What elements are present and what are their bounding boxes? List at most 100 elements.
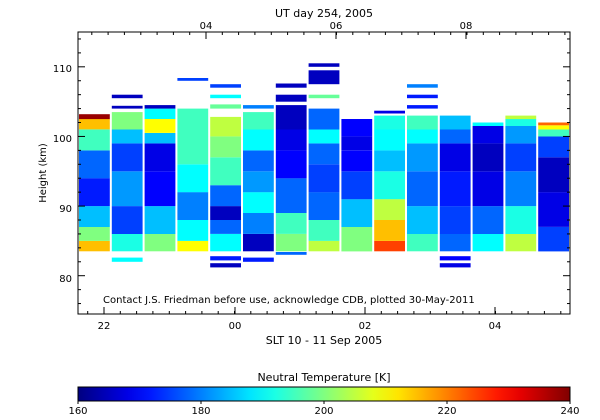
profile-11-segment-4 bbox=[439, 171, 471, 207]
profile-10-segment-4 bbox=[407, 129, 438, 144]
profile-13-segment-6 bbox=[505, 115, 537, 120]
profile-0-segment-7 bbox=[79, 114, 110, 120]
profile-12-segment-4 bbox=[472, 126, 504, 144]
profile-9-segment-7 bbox=[374, 110, 405, 114]
profile-3-segment-0 bbox=[177, 240, 209, 252]
y-axis-label: Height (km) bbox=[38, 143, 49, 203]
top-tick-label-04: 04 bbox=[200, 21, 213, 32]
profile-2-segment-7 bbox=[144, 105, 176, 109]
profile-9-segment-5 bbox=[374, 129, 405, 151]
profile-1-segment-0 bbox=[111, 257, 143, 262]
colorbar-tick-label-180: 180 bbox=[191, 406, 210, 417]
profile-3-segment-4 bbox=[177, 136, 209, 165]
colorbar-tick-label-220: 220 bbox=[437, 406, 456, 417]
profile-6-segment-8 bbox=[275, 83, 307, 88]
profile-7-segment-9 bbox=[308, 63, 340, 67]
profile-2-segment-1 bbox=[144, 206, 176, 234]
profile-4-segment-2 bbox=[210, 233, 241, 252]
profile-11-segment-2 bbox=[439, 233, 471, 252]
profile-14-segment-4 bbox=[538, 129, 569, 137]
profile-4-segment-0 bbox=[210, 263, 241, 268]
profile-0-segment-0 bbox=[79, 240, 110, 252]
profile-8-segment-0 bbox=[341, 227, 373, 252]
profile-12-segment-1 bbox=[472, 206, 504, 234]
profile-7-segment-0 bbox=[308, 240, 340, 252]
profile-0-segment-2 bbox=[79, 206, 110, 227]
profile-7-segment-2 bbox=[308, 192, 340, 220]
profile-11-segment-1 bbox=[439, 256, 471, 261]
profile-1-segment-8 bbox=[111, 94, 143, 99]
profile-1-segment-2 bbox=[111, 206, 143, 234]
profile-12-segment-0 bbox=[472, 233, 504, 252]
profile-6-segment-5 bbox=[275, 129, 307, 151]
profile-1-segment-7 bbox=[111, 105, 143, 109]
profile-6-segment-7 bbox=[275, 94, 307, 102]
profile-13-segment-2 bbox=[505, 171, 537, 207]
profile-3-segment-1 bbox=[177, 220, 209, 241]
profile-4-segment-8 bbox=[210, 116, 241, 137]
profile-11-segment-7 bbox=[439, 115, 471, 130]
bottom-tick-label-00: 00 bbox=[229, 321, 242, 332]
profile-9-segment-6 bbox=[374, 115, 405, 130]
profile-11-segment-3 bbox=[439, 206, 471, 234]
profile-10-segment-0 bbox=[407, 233, 438, 252]
profile-0-segment-4 bbox=[79, 150, 110, 179]
profile-14-segment-2 bbox=[538, 157, 569, 193]
profile-7-segment-5 bbox=[308, 129, 340, 144]
y-tick-label-80: 80 bbox=[59, 274, 72, 285]
profile-5-segment-3 bbox=[243, 192, 274, 213]
profile-9-segment-1 bbox=[374, 220, 405, 241]
profile-9-segment-2 bbox=[374, 199, 405, 220]
profile-14-segment-5 bbox=[538, 125, 569, 130]
profile-10-segment-1 bbox=[407, 206, 438, 234]
plot-frame bbox=[77, 31, 571, 315]
profile-0-segment-5 bbox=[79, 129, 110, 151]
profile-6-segment-2 bbox=[275, 213, 307, 234]
top-title: UT day 254, 2005 bbox=[275, 7, 373, 20]
colorbar-ticks bbox=[77, 401, 571, 404]
profile-0-segment-6 bbox=[79, 119, 110, 130]
profile-10-segment-2 bbox=[407, 171, 438, 207]
bottom-tick-label-02: 02 bbox=[359, 321, 372, 332]
profile-4-segment-11 bbox=[210, 84, 241, 88]
profile-3-segment-6 bbox=[177, 78, 209, 81]
profile-10-segment-5 bbox=[407, 115, 438, 130]
profile-2-segment-0 bbox=[144, 233, 176, 252]
profile-5-segment-0 bbox=[243, 257, 274, 262]
profile-8-segment-2 bbox=[341, 171, 373, 200]
profile-10-segment-8 bbox=[407, 84, 438, 88]
top-tick-label-06: 06 bbox=[330, 21, 343, 32]
profile-5-segment-1 bbox=[243, 233, 274, 252]
profile-4-segment-3 bbox=[210, 220, 241, 234]
y-axis-ticks bbox=[78, 38, 570, 305]
profile-1-segment-1 bbox=[111, 233, 143, 252]
profile-6-segment-3 bbox=[275, 178, 307, 213]
profile-13-segment-5 bbox=[505, 119, 537, 126]
profile-8-segment-3 bbox=[341, 150, 373, 172]
profile-8-segment-4 bbox=[341, 136, 373, 151]
profile-7-segment-4 bbox=[308, 143, 340, 165]
profile-6-segment-1 bbox=[275, 233, 307, 252]
bottom-tick-label-22: 22 bbox=[98, 321, 111, 332]
colorbar bbox=[77, 386, 571, 402]
profile-3-segment-5 bbox=[177, 108, 209, 137]
usage-annotation: Contact J.S. Friedman before use, acknow… bbox=[103, 295, 475, 306]
y-tick-label-90: 90 bbox=[59, 204, 72, 215]
profile-4-segment-1 bbox=[210, 256, 241, 261]
profile-12-segment-3 bbox=[472, 143, 504, 172]
profile-14-segment-0 bbox=[538, 227, 569, 252]
profile-5-segment-2 bbox=[243, 213, 274, 234]
profile-5-segment-7 bbox=[243, 112, 274, 130]
profile-0-segment-1 bbox=[79, 227, 110, 241]
profile-11-segment-0 bbox=[439, 263, 471, 268]
profile-2-segment-3 bbox=[144, 143, 176, 172]
top-tick-label-08: 08 bbox=[460, 21, 473, 32]
profile-7-segment-1 bbox=[308, 220, 340, 241]
profile-10-segment-6 bbox=[407, 105, 438, 109]
x-axis-ticks bbox=[87, 32, 566, 314]
profile-5-segment-4 bbox=[243, 171, 274, 193]
profile-9-segment-4 bbox=[374, 150, 405, 172]
colorbar-tick-label-200: 200 bbox=[314, 406, 333, 417]
profile-2-segment-5 bbox=[144, 119, 176, 133]
profile-7-segment-3 bbox=[308, 164, 340, 193]
